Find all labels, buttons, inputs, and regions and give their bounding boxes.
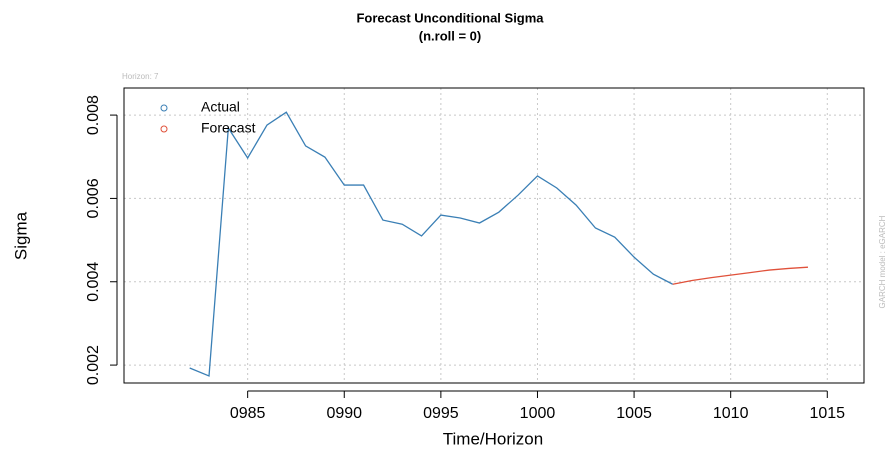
chart-title: Forecast Unconditional Sigma: [356, 10, 544, 25]
series-line: [672, 266, 809, 285]
series-line: [189, 111, 674, 377]
y-tick-label: 0.008: [85, 95, 102, 135]
x-tick-label: 1005: [616, 405, 652, 422]
x-tick-label: 0985: [230, 405, 266, 422]
x-tick-label: 1000: [520, 405, 556, 422]
chart-subtitle: (n.roll = 0): [419, 28, 481, 43]
y-tick-label: 0.006: [85, 178, 102, 218]
side-note: GARCH model : eGARCH: [878, 215, 887, 308]
legend-label: Actual: [201, 99, 240, 115]
x-tick-label: 0990: [326, 405, 362, 422]
plot-frame: [123, 87, 865, 384]
x-tick-label: 0995: [423, 405, 459, 422]
x-tick-label: 1015: [809, 405, 845, 422]
legend-marker: [160, 125, 168, 133]
y-tick-label: 0.002: [85, 345, 102, 385]
y-axis-label: Sigma: [11, 211, 30, 260]
annotation: Horizon: 7: [122, 72, 159, 81]
x-axis-label: Time/Horizon: [443, 429, 543, 448]
legend-label: Forecast: [201, 120, 256, 136]
x-tick-label: 1010: [713, 405, 749, 422]
y-tick-label: 0.004: [85, 262, 102, 302]
legend-marker: [160, 104, 168, 112]
